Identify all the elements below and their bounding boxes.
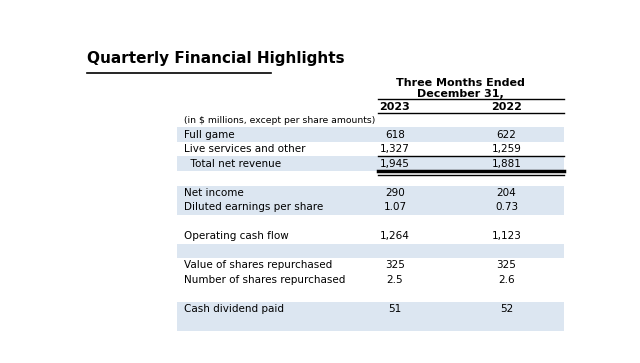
Text: 2.5: 2.5 [387,275,403,285]
Text: Total net revenue: Total net revenue [184,159,282,169]
Text: Full game: Full game [184,130,235,140]
Text: (in $ millions, except per share amounts): (in $ millions, except per share amounts… [184,116,376,125]
Text: 204: 204 [497,188,516,198]
Text: 52: 52 [500,304,513,314]
Text: Diluted earnings per share: Diluted earnings per share [184,202,323,212]
Text: 325: 325 [385,261,405,270]
Text: Net income: Net income [184,188,244,198]
Text: 51: 51 [388,304,401,314]
Text: 2023: 2023 [380,102,410,112]
FancyBboxPatch shape [177,127,564,142]
Text: Quarterly Financial Highlights: Quarterly Financial Highlights [88,50,345,66]
Text: 1,945: 1,945 [380,159,410,169]
FancyBboxPatch shape [177,244,564,258]
Text: 622: 622 [497,130,516,140]
Text: 2.6: 2.6 [499,275,515,285]
Text: Live services and other: Live services and other [184,144,306,154]
Text: 1,123: 1,123 [492,232,522,241]
Text: 618: 618 [385,130,405,140]
Text: 1,259: 1,259 [492,144,522,154]
FancyBboxPatch shape [177,185,564,200]
FancyBboxPatch shape [177,200,564,215]
FancyBboxPatch shape [177,156,564,171]
Text: 2022: 2022 [491,102,522,112]
Text: December 31,: December 31, [417,89,504,99]
FancyBboxPatch shape [177,317,564,331]
FancyBboxPatch shape [177,302,564,317]
Text: Value of shares repurchased: Value of shares repurchased [184,261,332,270]
Text: 1,881: 1,881 [492,159,522,169]
Text: Three Months Ended: Three Months Ended [396,78,525,89]
Text: 1.07: 1.07 [383,202,406,212]
Text: Number of shares repurchased: Number of shares repurchased [184,275,346,285]
Text: Cash dividend paid: Cash dividend paid [184,304,284,314]
Text: 325: 325 [497,261,516,270]
Text: Operating cash flow: Operating cash flow [184,232,289,241]
Text: 290: 290 [385,188,405,198]
Text: 1,327: 1,327 [380,144,410,154]
Text: 0.73: 0.73 [495,202,518,212]
Text: 1,264: 1,264 [380,232,410,241]
